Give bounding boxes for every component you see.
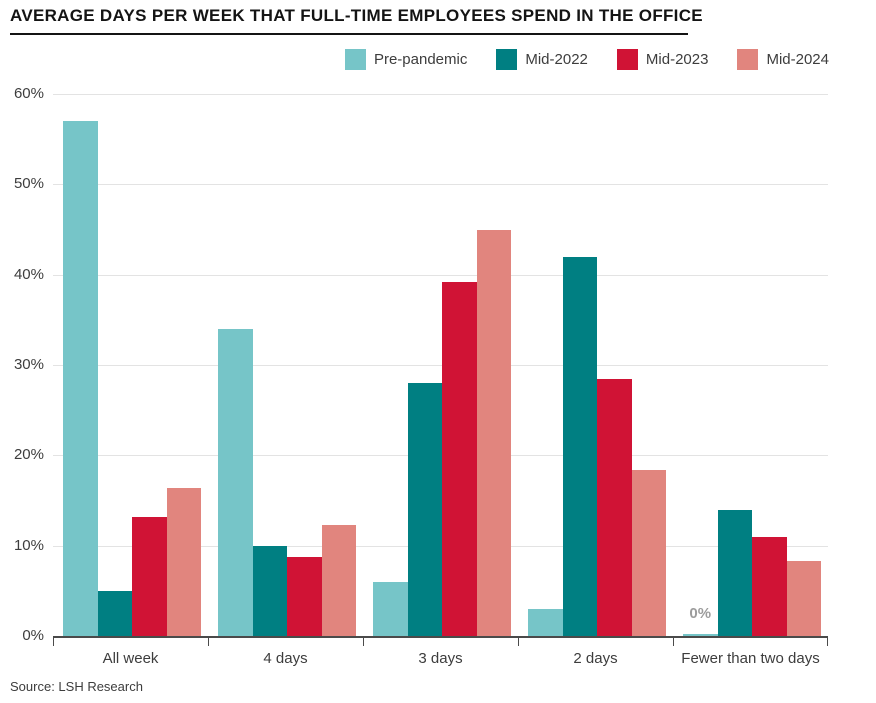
legend-swatch-icon — [616, 49, 638, 70]
bar-pre-pandemic-3 — [528, 608, 563, 636]
legend-item-3: Mid-2024 — [737, 49, 829, 70]
gridline-40% — [53, 274, 828, 276]
legend-label: Pre-pandemic — [373, 51, 468, 68]
y-axis-label: 0% — [22, 627, 44, 644]
legend-item-2: Mid-2023 — [616, 49, 709, 70]
x-axis-tick — [673, 638, 674, 646]
y-axis-label: 20% — [13, 446, 44, 464]
x-axis-tick — [827, 638, 828, 646]
bar-mid-2022-0 — [97, 590, 132, 636]
x-axis-label: All week — [102, 650, 159, 667]
legend-label: Mid-2022 — [525, 51, 588, 68]
zero-value-label: 0% — [689, 605, 712, 622]
plot-area: 0% 10% 20% 30% 40% 50% 60% All week 4 days 3 days… — [14, 85, 828, 667]
x-axis-tick — [518, 638, 519, 646]
legend-item-1: Mid-2022 — [496, 49, 588, 70]
x-axis-label: 3 days — [418, 650, 463, 667]
bar-mid-2022-4 — [717, 509, 752, 636]
bar-mid-2024-3 — [631, 469, 666, 636]
x-axis-tick — [363, 638, 364, 646]
gridline-30% — [53, 365, 828, 366]
bar-group-4 — [673, 94, 828, 636]
bar-mid-2023-1 — [287, 556, 322, 636]
legend-item-0: Pre-pandemic — [344, 49, 468, 70]
y-axis-label: 10% — [13, 536, 44, 554]
legend-swatch-icon — [344, 49, 366, 70]
x-axis-tick — [53, 638, 54, 646]
bar-mid-2024-2 — [476, 229, 511, 636]
bar-group-0 — [53, 94, 208, 636]
bar-group-1 — [208, 94, 363, 636]
legend-swatch-icon — [737, 49, 759, 70]
bar-mid-2024-0 — [166, 487, 201, 636]
bar-mid-2023-0 — [132, 516, 167, 636]
legend-swatch-icon — [496, 49, 518, 70]
legend-label: Mid-2023 — [645, 51, 709, 68]
bar-mid-2023-2 — [442, 281, 477, 636]
bar-pre-pandemic-0 — [63, 121, 98, 636]
y-axis-label: 40% — [13, 265, 44, 283]
bar-mid-2023-4 — [752, 536, 787, 636]
legend: Pre-pandemic Mid-2022 Mid-2023 Mid-2024 — [344, 49, 829, 70]
x-axis-label: 2 days — [573, 650, 618, 667]
y-axis-label: 50% — [13, 175, 44, 193]
bar-group-3 — [518, 94, 673, 636]
y-axis-label: 60% — [13, 85, 44, 102]
bar-mid-2023-3 — [597, 379, 632, 636]
x-axis-label: 4 days — [263, 650, 308, 667]
bar-mid-2022-1 — [252, 545, 287, 636]
bar-pre-pandemic-2 — [373, 581, 408, 636]
legend-label: Mid-2024 — [766, 51, 829, 68]
bar-pre-pandemic-4 — [683, 634, 718, 636]
bar-pre-pandemic-1 — [218, 328, 253, 636]
bar-group-2 — [363, 94, 518, 636]
bar-mid-2022-3 — [562, 256, 597, 636]
bar-mid-2024-4 — [786, 561, 821, 636]
chart-title: AVERAGE DAYS PER WEEK THAT FULL-TIME EMP… — [10, 6, 703, 25]
x-axis-label: Fewer than two days — [681, 650, 820, 667]
gridline-50% — [53, 184, 828, 186]
bar-mid-2024-1 — [321, 524, 356, 636]
x-axis-tick — [208, 638, 209, 646]
title-underline — [10, 33, 688, 35]
y-axis-label: 30% — [13, 356, 44, 373]
bar-mid-2022-2 — [407, 383, 442, 636]
source-note: Source: LSH Research — [10, 679, 143, 694]
gridline-60% — [53, 94, 828, 95]
